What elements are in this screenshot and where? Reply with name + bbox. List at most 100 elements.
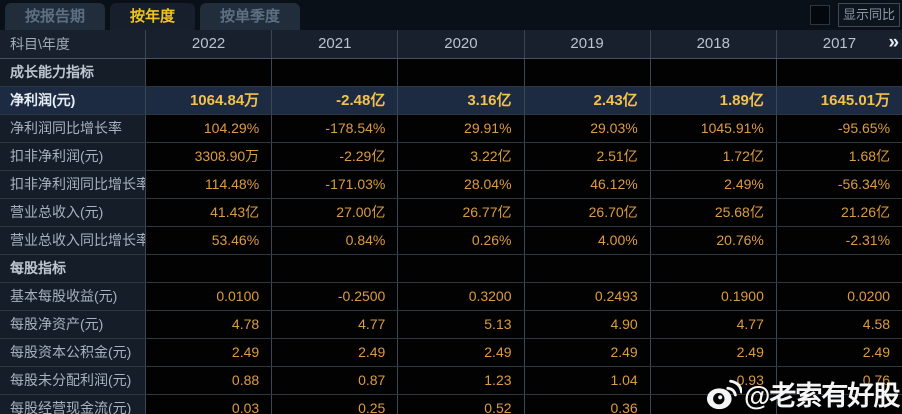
value-cell: 5.13 (397, 311, 524, 338)
row-label: 扣非净利润同比增长率 (0, 171, 145, 198)
table-row[interactable]: 营业总收入同比增长率 53.46% 0.84% 0.26% 4.00% 20.76% -2.… (0, 227, 902, 255)
row-label: 基本每股收益(元) (0, 283, 145, 310)
value-cell: 20.76% (649, 227, 776, 254)
value-cell: 0.36 (523, 395, 650, 414)
row-label: 净利润(元) (0, 87, 145, 114)
value-cell: 25.68亿 (649, 199, 776, 226)
value-cell: 0.0100 (145, 283, 272, 310)
table-body: 成长能力指标 净利润(元) 1064.84万 -2.48亿 3.16亿 2.43亿 1.89… (0, 59, 902, 414)
value-cell: 1064.84万 (145, 87, 272, 114)
section-row: 每股指标 (0, 255, 902, 283)
more-years-chevron-icon[interactable]: » (888, 32, 900, 53)
value-cell (145, 255, 272, 282)
table-row[interactable]: 每股经营现金流(元) 0.03 0.25 0.52 0.36 (0, 395, 902, 414)
table-row[interactable]: 净利润同比增长率 104.29% -178.54% 29.91% 29.03% 1045.… (0, 115, 902, 143)
value-cell: 1.23 (397, 367, 524, 394)
year-label: 2018 (696, 35, 730, 52)
value-cell: 2.49% (649, 171, 776, 198)
value-cell: 0.88 (145, 367, 272, 394)
tab-by-report-period[interactable]: 按报告期 (5, 3, 106, 30)
value-cell: 1645.01万 (775, 87, 902, 114)
value-cell (649, 255, 776, 282)
period-tabs: 按报告期 按年度 按单季度 (5, 3, 305, 30)
value-cell: 27.00亿 (271, 199, 398, 226)
year-headers: 2022 2021 2020 2019 2018 2017 » (145, 30, 902, 58)
table-row[interactable]: 营业总收入(元) 41.43亿 27.00亿 26.77亿 26.70亿 25.68亿 21… (0, 199, 902, 227)
corner-header-label: 科目\年度 (10, 36, 70, 52)
value-cell: 1.68亿 (775, 143, 902, 170)
value-cell: 0.93 (649, 367, 776, 394)
value-cell: 4.90 (523, 311, 650, 338)
tab-by-quarter[interactable]: 按单季度 (200, 3, 301, 30)
year-column-header: 2018 (649, 30, 776, 58)
year-column-header: 2017 » (775, 30, 902, 58)
value-cell (649, 395, 776, 414)
value-cell (523, 59, 650, 86)
table-row[interactable]: 每股净资产(元) 4.78 4.77 5.13 4.90 4.77 4.58 (0, 311, 902, 339)
row-label: 每股未分配利润(元) (0, 367, 145, 394)
value-cell: 4.58 (775, 311, 902, 338)
year-label: 2017 (822, 35, 857, 52)
value-cell: 29.03% (523, 115, 650, 142)
row-label: 扣非净利润(元) (0, 143, 145, 170)
value-cell: 1.89亿 (649, 87, 776, 114)
value-cell: 3.16亿 (397, 87, 524, 114)
value-cell: 2.49 (775, 339, 902, 366)
value-cell (775, 395, 902, 414)
table-row[interactable]: 净利润(元) 1064.84万 -2.48亿 3.16亿 2.43亿 1.89亿 1645.… (0, 87, 902, 115)
value-cell: 104.29% (145, 115, 272, 142)
value-cell: 0.0200 (775, 283, 902, 310)
table-header-row: 科目\年度 2022 2021 2020 2019 2018 2017 » (0, 30, 902, 59)
table-row[interactable]: 扣非净利润同比增长率 114.48% -171.03% 28.04% 46.12% 2.4… (0, 171, 902, 199)
table-row[interactable]: 基本每股收益(元) 0.0100 -0.2500 0.3200 0.2493 0.1900… (0, 283, 902, 311)
row-label: 每股经营现金流(元) (0, 395, 145, 414)
value-cell: 46.12% (523, 171, 650, 198)
year-label: 2021 (318, 35, 352, 52)
value-cell: 4.00% (523, 227, 650, 254)
table-row[interactable]: 扣非净利润(元) 3308.90万 -2.29亿 3.22亿 2.51亿 1.72亿 1.6… (0, 143, 902, 171)
value-cell: 3308.90万 (145, 143, 272, 170)
year-column-header: 2022 (145, 30, 271, 58)
row-label: 每股净资产(元) (0, 311, 145, 338)
value-cell: 3.22亿 (397, 143, 524, 170)
value-cell: 53.46% (145, 227, 272, 254)
section-label: 成长能力指标 (0, 59, 145, 86)
value-cell: -2.48亿 (271, 87, 398, 114)
value-cell: -178.54% (271, 115, 398, 142)
value-cell: 114.48% (145, 171, 272, 198)
value-cell: -56.34% (775, 171, 902, 198)
show-yoy-label[interactable]: 显示同比 (837, 3, 900, 27)
value-cell: 1.72亿 (649, 143, 776, 170)
row-label: 净利润同比增长率 (0, 115, 145, 142)
table-row[interactable]: 每股未分配利润(元) 0.88 0.87 1.23 1.04 0.93 0.76 (0, 367, 902, 395)
value-cell (145, 59, 272, 86)
value-cell: -95.65% (775, 115, 902, 142)
table-row[interactable]: 每股资本公积金(元) 2.49 2.49 2.49 2.49 2.49 2.49 (0, 339, 902, 367)
row-label: 每股资本公积金(元) (0, 339, 145, 366)
value-cell: 0.26% (397, 227, 524, 254)
value-cell: 4.77 (271, 311, 398, 338)
value-cell: 2.49 (145, 339, 272, 366)
tab-by-year[interactable]: 按年度 (110, 3, 196, 30)
value-cell: 2.49 (523, 339, 650, 366)
show-yoy-checkbox[interactable] (809, 5, 830, 25)
value-cell: 0.03 (145, 395, 272, 414)
value-cell: 0.76 (775, 367, 902, 394)
value-cell: 0.1900 (649, 283, 776, 310)
value-cell (649, 59, 776, 86)
value-cell: 0.2493 (523, 283, 650, 310)
year-label: 2022 (191, 35, 226, 52)
value-cell (775, 255, 902, 282)
value-cell (397, 59, 524, 86)
value-cell: 4.77 (649, 311, 776, 338)
value-cell (271, 59, 398, 86)
value-cell (397, 255, 524, 282)
row-label: 营业总收入(元) (0, 199, 145, 226)
value-cell: 4.78 (145, 311, 272, 338)
year-label: 2020 (444, 35, 478, 52)
value-cell: -2.29亿 (271, 143, 398, 170)
value-cell: 1045.91% (649, 115, 776, 142)
value-cell (775, 59, 902, 86)
value-cell: 28.04% (397, 171, 524, 198)
